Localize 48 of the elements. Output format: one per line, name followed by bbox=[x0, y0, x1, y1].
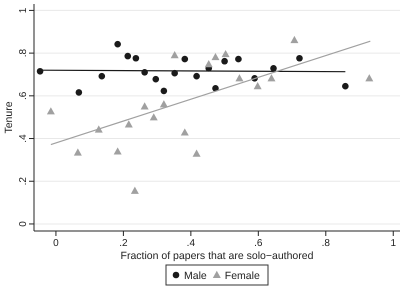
point bbox=[180, 128, 189, 136]
point bbox=[192, 149, 201, 157]
x-tick-label: .8 bbox=[322, 238, 330, 249]
y-tick-label: 0 bbox=[18, 220, 29, 227]
x-tick-label: .6 bbox=[254, 238, 263, 249]
y-tick-label: .2 bbox=[18, 176, 29, 186]
point bbox=[290, 36, 298, 44]
point bbox=[160, 88, 168, 94]
point bbox=[365, 74, 374, 82]
point bbox=[160, 100, 168, 108]
point bbox=[130, 186, 139, 194]
legend-label: Male bbox=[184, 270, 207, 282]
point bbox=[211, 52, 220, 60]
point bbox=[235, 74, 244, 82]
point bbox=[74, 148, 82, 156]
point bbox=[124, 52, 132, 60]
x-tick-label: 1 bbox=[390, 238, 396, 249]
point bbox=[140, 102, 149, 110]
point bbox=[222, 50, 230, 58]
x-tick-label: 0 bbox=[53, 238, 60, 249]
point bbox=[114, 40, 121, 48]
point bbox=[296, 54, 303, 62]
point bbox=[181, 56, 188, 62]
point bbox=[170, 51, 179, 58]
x-tick-label: .4 bbox=[186, 238, 196, 249]
point bbox=[152, 76, 160, 82]
point bbox=[114, 147, 122, 155]
x-tick-label: .2 bbox=[119, 238, 128, 249]
point bbox=[254, 82, 262, 90]
point bbox=[204, 60, 213, 68]
point bbox=[221, 58, 228, 65]
point bbox=[267, 74, 276, 82]
point bbox=[124, 120, 133, 128]
y-tick-label: 1 bbox=[18, 7, 29, 14]
point bbox=[342, 82, 349, 90]
y-tick-label: .4 bbox=[18, 134, 29, 143]
point bbox=[132, 54, 140, 62]
y-tick-label: .8 bbox=[18, 48, 29, 58]
x-axis-title: Fraction of papers that are solo−authored bbox=[120, 250, 314, 262]
point bbox=[193, 72, 200, 80]
point bbox=[46, 107, 55, 114]
point bbox=[76, 89, 82, 96]
y-axis-title: Tenure bbox=[3, 101, 15, 134]
point bbox=[235, 56, 242, 62]
legend-label: Female bbox=[224, 270, 260, 282]
point bbox=[98, 72, 106, 80]
point bbox=[150, 113, 158, 120]
y-tick-label: .6 bbox=[18, 91, 29, 100]
